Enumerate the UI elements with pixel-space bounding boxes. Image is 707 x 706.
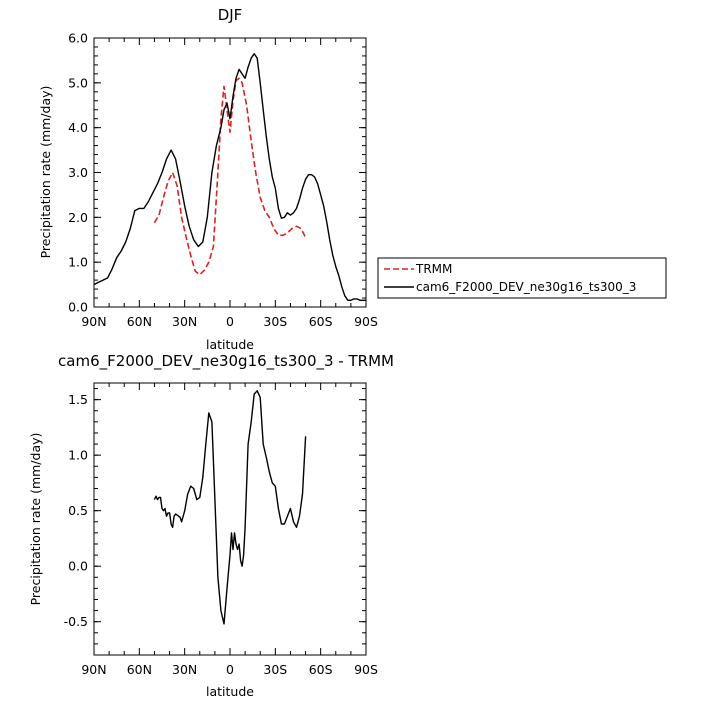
x-axis-ticks: 90N 60N 30N 0 30S 60S 90S xyxy=(81,383,378,677)
chart-title: cam6_F2000_DEV_ne30g16_ts300_3 - TRMM xyxy=(58,352,394,371)
panel-difference: cam6_F2000_DEV_ne30g16_ts300_3 - TRMM 90… xyxy=(28,352,394,699)
series-line-cam6-f2000-dev-ne30g16-ts300-3 xyxy=(93,53,366,301)
plot-frame xyxy=(93,382,367,656)
y-tick-label: 0.0 xyxy=(68,300,88,315)
y-axis-ticks: 0.0 1.0 2.0 3.0 4.0 5.0 6.0 xyxy=(68,31,366,315)
legend: TRMM cam6_F2000_DEV_ne30g16_ts300_3 xyxy=(377,257,667,299)
y-tick-label: 0.0 xyxy=(68,559,88,574)
y-tick-label: 6.0 xyxy=(68,31,88,46)
x-tick-label: 90S xyxy=(354,314,378,329)
x-tick-label: 60S xyxy=(309,314,333,329)
plot-frame xyxy=(93,37,367,308)
panel-djf: DJF 90N 60N 30N 0 30S 60S 90S 0.0 1.0 2.0 3.0 4.0 5… xyxy=(38,6,667,352)
x-tick-label: 0 xyxy=(226,662,234,677)
x-tick-label: 90N xyxy=(81,314,106,329)
x-tick-label: 60N xyxy=(127,314,152,329)
chart-title: DJF xyxy=(218,6,243,24)
y-tick-label: -0.5 xyxy=(64,614,88,629)
y-tick-label: 4.0 xyxy=(68,120,88,135)
x-tick-label: 90N xyxy=(81,662,106,677)
y-tick-label: 1.5 xyxy=(68,392,88,407)
y-tick-label: 1.0 xyxy=(68,255,88,270)
x-axis-ticks: 90N 60N 30N 0 30S 60S 90S xyxy=(81,38,378,329)
legend-label-trmm: TRMM xyxy=(415,262,452,276)
x-tick-label: 60S xyxy=(309,662,333,677)
y-axis-label: Precipitation rate (mm/day) xyxy=(38,86,53,259)
x-tick-label: 30S xyxy=(263,314,287,329)
y-tick-label: 0.5 xyxy=(68,503,88,518)
series-line-trmm xyxy=(153,77,307,276)
y-tick-label: 1.0 xyxy=(68,448,88,463)
legend-label-cam6: cam6_F2000_DEV_ne30g16_ts300_3 xyxy=(416,280,636,294)
y-tick-label: 2.0 xyxy=(68,210,88,225)
x-tick-label: 30N xyxy=(172,662,197,677)
x-tick-label: 30N xyxy=(172,314,197,329)
series-group xyxy=(153,390,307,625)
y-axis-ticks: -0.5 0.0 0.5 1.0 1.5 xyxy=(64,388,366,656)
y-tick-label: 5.0 xyxy=(68,75,88,90)
x-axis-label: latitude xyxy=(206,684,254,699)
series-group xyxy=(93,53,366,301)
x-tick-label: 90S xyxy=(354,662,378,677)
legend-box xyxy=(377,257,667,299)
y-axis-label: Precipitation rate (mm/day) xyxy=(28,433,43,606)
x-tick-label: 30S xyxy=(263,662,287,677)
x-axis-label: latitude xyxy=(206,337,254,352)
y-tick-label: 3.0 xyxy=(68,165,88,180)
x-tick-label: 0 xyxy=(226,314,234,329)
x-tick-label: 60N xyxy=(127,662,152,677)
series-line-difference xyxy=(153,390,307,625)
